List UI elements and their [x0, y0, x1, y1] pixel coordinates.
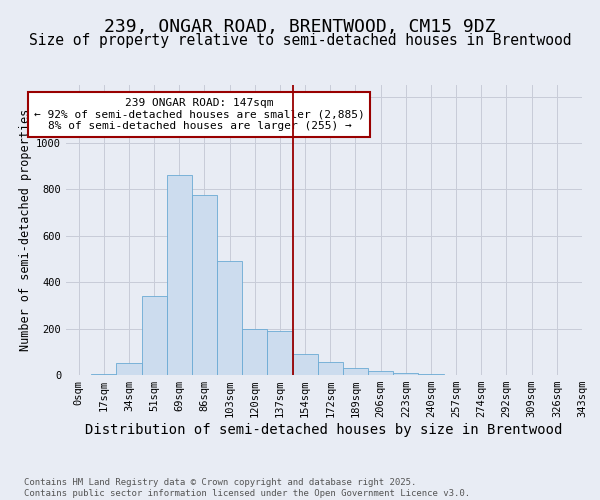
Text: 239, ONGAR ROAD, BRENTWOOD, CM15 9DZ: 239, ONGAR ROAD, BRENTWOOD, CM15 9DZ	[104, 18, 496, 36]
Bar	[167, 176, 192, 375]
Y-axis label: Number of semi-detached properties: Number of semi-detached properties	[19, 109, 32, 351]
Bar	[293, 354, 318, 375]
Text: Contains HM Land Registry data © Crown copyright and database right 2025.
Contai: Contains HM Land Registry data © Crown c…	[24, 478, 470, 498]
Bar	[368, 371, 393, 375]
X-axis label: Distribution of semi-detached houses by size in Brentwood: Distribution of semi-detached houses by …	[85, 423, 563, 437]
Bar	[268, 331, 293, 375]
Bar	[242, 328, 268, 375]
Text: Size of property relative to semi-detached houses in Brentwood: Size of property relative to semi-detach…	[29, 32, 571, 48]
Bar	[318, 362, 343, 375]
Bar	[418, 374, 443, 375]
Bar	[192, 195, 217, 375]
Bar	[343, 368, 368, 375]
Bar	[91, 374, 116, 375]
Bar	[116, 364, 142, 375]
Bar	[142, 296, 167, 375]
Bar	[393, 372, 418, 375]
Bar	[217, 262, 242, 375]
Text: 239 ONGAR ROAD: 147sqm
← 92% of semi-detached houses are smaller (2,885)
8% of s: 239 ONGAR ROAD: 147sqm ← 92% of semi-det…	[34, 98, 365, 131]
